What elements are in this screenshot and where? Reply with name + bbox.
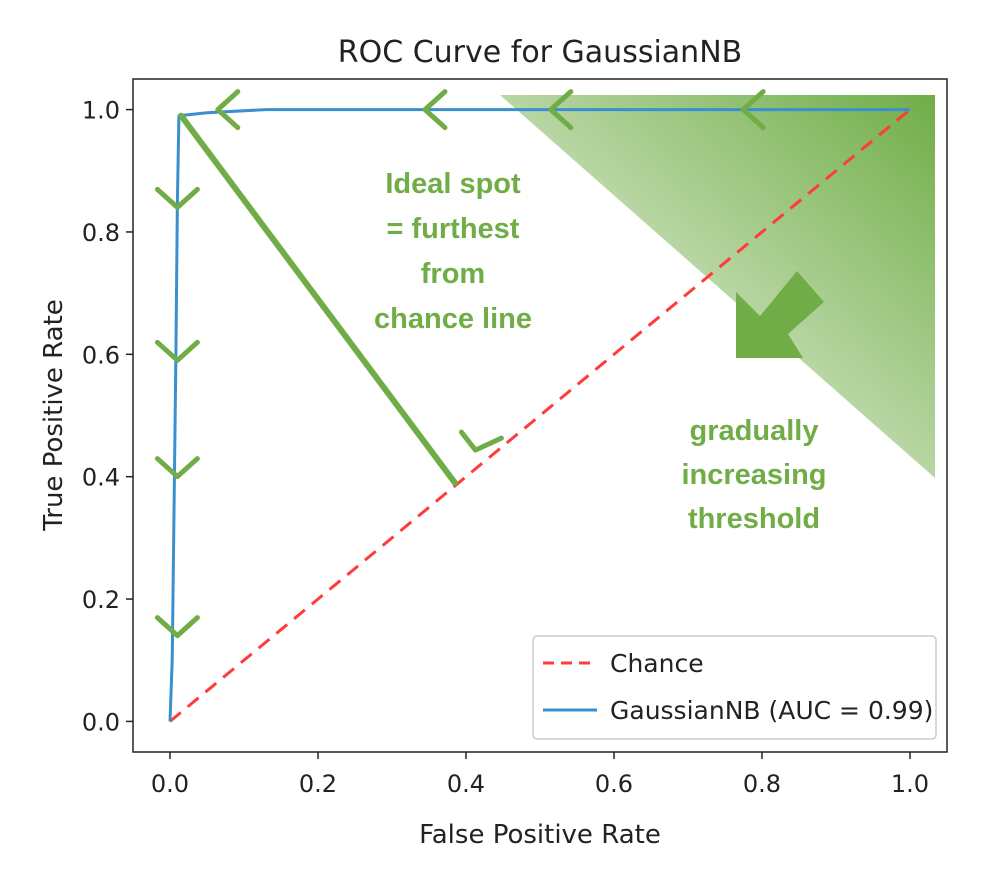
threshold-arrowhead-left: [154, 339, 200, 363]
threshold-arrowhead-top: [740, 89, 766, 131]
plot-frame: [132, 78, 948, 753]
legend-box: [532, 635, 937, 740]
threshold-arrow: [736, 271, 824, 358]
x-tick-label: 1.0: [891, 770, 929, 798]
threshold-arrowhead-left: [154, 456, 200, 480]
ideal-spot-line-2: = furthest: [387, 213, 520, 245]
x-tick-label: 0.0: [151, 770, 189, 798]
threshold-line-3: threshold: [688, 503, 820, 535]
ideal-spot-line-4: chance line: [374, 303, 532, 335]
y-axis-label: True Positive Rate: [39, 299, 69, 532]
legend: Chance GaussianNB (AUC = 0.99): [532, 635, 937, 740]
x-axis-ticks: 0.0 0.2 0.4 0.6 0.8 1.0: [151, 752, 929, 798]
annotation-layer: [154, 89, 766, 639]
ideal-spot-line-3: from: [421, 258, 485, 290]
y-tick-label: 0.8: [82, 219, 120, 247]
y-axis-ticks: 0.0 0.2 0.4 0.6 0.8 1.0: [82, 97, 133, 736]
threshold-arrowhead-left: [154, 615, 200, 639]
ideal-spot-segment: [178, 112, 458, 486]
y-tick-label: 0.0: [82, 708, 120, 736]
chart-title: ROC Curve for GaussianNB: [338, 35, 742, 70]
x-tick-label: 0.8: [743, 770, 781, 798]
x-tick-label: 0.4: [447, 770, 485, 798]
threshold-line-1: gradually: [690, 415, 819, 447]
threshold-line-2: increasing: [681, 459, 826, 491]
ideal-spot-arrowhead: [458, 429, 504, 453]
x-tick-label: 0.2: [299, 770, 337, 798]
legend-label-chance: Chance: [610, 649, 704, 678]
legend-label-gaussiannb: GaussianNB (AUC = 0.99): [610, 696, 933, 725]
y-tick-label: 0.4: [82, 464, 120, 492]
y-tick-label: 0.6: [82, 341, 120, 369]
ideal-spot-line-1: Ideal spot: [385, 168, 521, 200]
x-tick-label: 0.6: [595, 770, 633, 798]
x-axis-label: False Positive Rate: [419, 820, 661, 850]
y-tick-label: 0.2: [82, 586, 120, 614]
y-tick-label: 1.0: [82, 97, 120, 125]
threshold-arrowhead-left: [154, 186, 200, 210]
threshold-arrowhead-top: [215, 89, 241, 131]
threshold-arrowhead-top: [422, 89, 448, 131]
threshold-arrowhead-top: [548, 89, 574, 131]
threshold-gradient: [500, 95, 935, 478]
